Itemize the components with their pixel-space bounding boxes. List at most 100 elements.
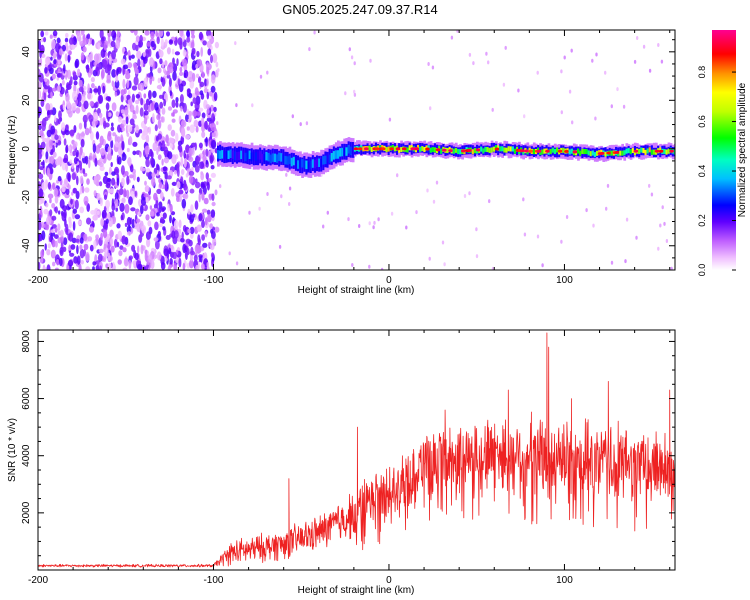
y-tick-label: 4000 [21,444,32,467]
noise-speck [560,110,563,115]
noise-speck [190,246,194,256]
signal-cell [633,150,637,156]
noise-speck [210,85,216,93]
noise-speck [105,96,111,101]
noise-speck [101,36,105,42]
noise-speck [189,226,195,235]
noise-speck [101,68,105,79]
noise-speck [116,142,122,148]
noise-speck [188,92,193,99]
noise-speck [135,35,140,43]
noise-speck [266,192,269,196]
noise-speck [89,244,94,252]
y-tick-label: 2000 [21,501,32,524]
noise-speck [111,102,117,112]
noise-speck [117,136,121,143]
noise-speck [134,68,139,75]
noise-speck [127,124,133,133]
noise-speck [114,134,118,143]
noise-speck [51,249,56,258]
noise-speck [160,76,163,83]
noise-speck [102,229,108,239]
signal-cell [640,147,643,153]
noise-speck [192,110,198,117]
noise-speck [93,111,99,122]
noise-speck [659,223,662,228]
noise-speck [210,228,214,234]
signal-peak [475,148,481,152]
signal-cell [433,147,437,153]
noise-speck [64,129,70,136]
noise-speck [93,175,99,185]
noise-speck [180,119,187,128]
signal-cell [217,150,220,159]
noise-speck [184,226,190,236]
noise-speck [326,210,329,215]
y-tick-label: 0 [21,146,32,152]
noise-speck [541,263,544,268]
noise-speck [133,249,137,259]
noise-speck [517,88,520,93]
signal-cell [322,156,325,165]
noise-speck [636,36,639,40]
noise-speck [129,164,134,173]
noise-speck [175,97,179,103]
noise-speck [144,252,148,262]
signal-cell [484,146,488,152]
noise-speck [120,134,124,143]
noise-speck [121,197,126,204]
noise-speck [103,42,107,51]
noise-speck [80,95,85,101]
noise-speck [111,50,116,60]
noise-speck [211,193,215,201]
noise-speck [154,221,159,231]
signal-cell [648,147,652,153]
noise-speck [209,131,213,140]
noise-speck [235,103,238,108]
noise-speck [145,134,150,144]
noise-speck [42,266,47,270]
noise-speck [42,137,48,143]
noise-speck [54,240,58,248]
noise-speck [166,31,170,37]
noise-speck [57,156,63,165]
noise-speck [43,208,49,215]
signal-cell [330,153,334,162]
noise-speck [107,130,112,137]
noise-speck [82,46,87,53]
noise-speck [91,220,95,227]
noise-speck [650,192,654,197]
noise-speck [648,68,652,73]
noise-speck [129,118,135,126]
signal-cell [267,152,271,162]
snr-frame [37,329,676,571]
noise-speck [198,77,201,84]
noise-speck [172,57,175,65]
noise-speck [141,224,147,234]
noise-speck [79,164,83,171]
noise-speck [116,241,120,248]
signal-cell [297,160,300,169]
noise-speck [97,42,101,49]
noise-speck [83,233,88,242]
noise-speck [178,83,184,93]
noise-speck [99,181,103,187]
noise-speck [89,152,93,161]
signal-cell [393,146,397,152]
noise-speck [165,179,168,190]
noise-speck [189,188,195,194]
noise-speck [108,166,112,175]
noise-speck [162,226,166,231]
noise-speck [258,206,261,211]
signal-cell [541,149,544,155]
noise-speck [201,234,206,241]
signal-cell [408,145,412,151]
noise-speck [74,214,81,220]
noise-speck [202,155,207,162]
signal-cell [406,147,410,153]
signal-cell [286,156,290,165]
noise-speck [46,249,51,256]
noise-speck [54,195,59,204]
noise-speck [133,30,138,36]
